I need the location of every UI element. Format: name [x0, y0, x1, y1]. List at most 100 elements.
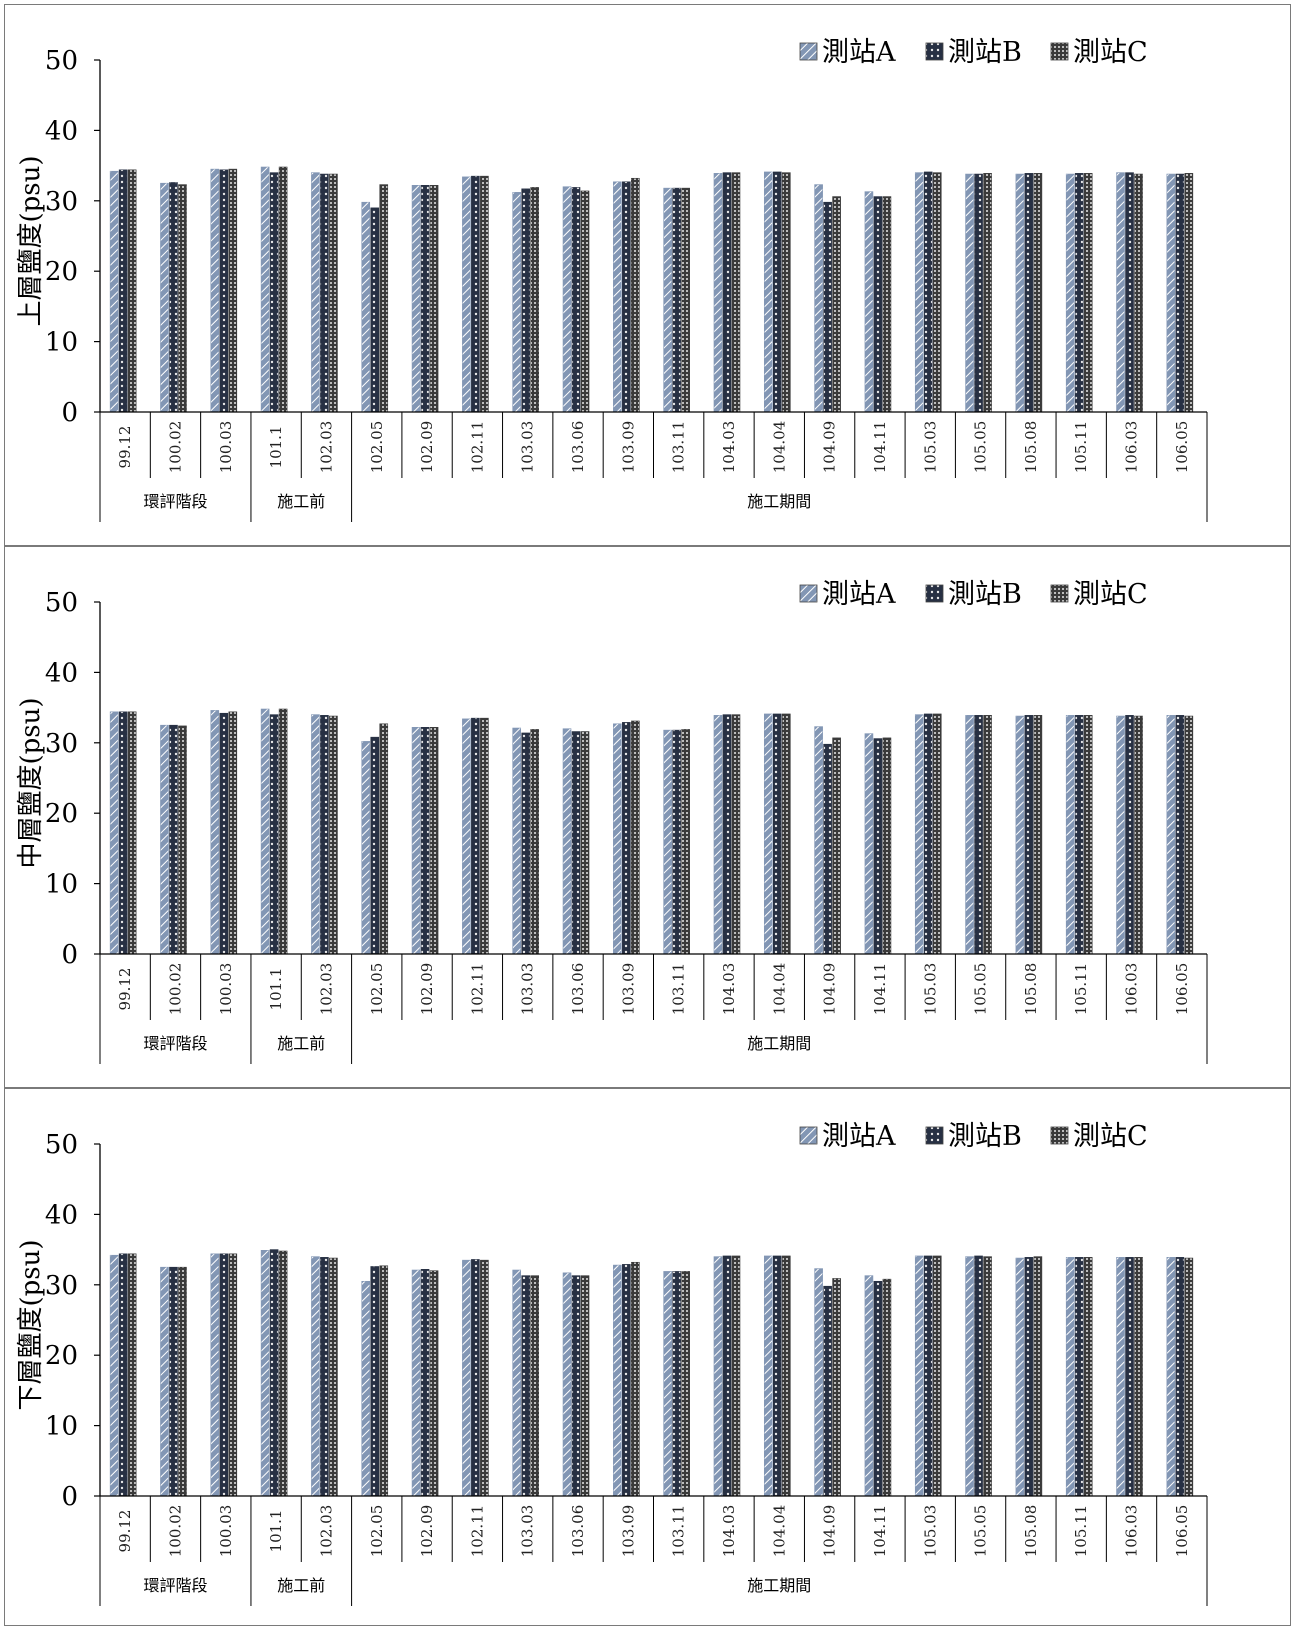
bar	[581, 732, 589, 954]
x-tick-label: 99.12	[116, 968, 134, 1011]
phase-label: 環評階段	[143, 492, 207, 511]
bar	[380, 724, 388, 954]
legend-swatch	[926, 1127, 943, 1144]
y-tick-label: 20	[45, 799, 78, 829]
bar	[865, 1276, 873, 1496]
bar	[128, 170, 136, 412]
bar	[1025, 173, 1033, 412]
x-tick-label: 101.1	[267, 968, 285, 1011]
x-tick-label: 102.03	[317, 963, 335, 1016]
legend-swatch	[926, 43, 943, 60]
bar	[572, 187, 580, 412]
legend-swatch	[1051, 43, 1068, 60]
legend-swatch	[800, 585, 817, 602]
bar	[513, 192, 521, 412]
bar	[1185, 173, 1193, 412]
legend-label: 測站C	[1073, 1121, 1148, 1152]
y-tick-label: 0	[61, 1482, 78, 1512]
bar	[119, 712, 127, 954]
bar	[160, 1267, 168, 1496]
bar	[513, 1270, 521, 1496]
bar	[563, 187, 571, 412]
bar	[471, 176, 479, 412]
bar	[430, 185, 438, 412]
x-tick-label: 102.11	[468, 1505, 486, 1558]
x-tick-label: 100.02	[166, 1505, 184, 1558]
bar	[865, 192, 873, 412]
bar	[933, 1256, 941, 1496]
phase-label: 施工前	[277, 492, 325, 511]
bar	[782, 714, 790, 954]
bar	[773, 1256, 781, 1496]
bar	[764, 714, 772, 954]
bar	[966, 1257, 974, 1496]
chart-bottom: 0 10 20 30 40 50 下層鹽度(psu) 99.12 100.02 100.03 101…	[5, 1089, 1290, 1625]
y-tick-label: 50	[45, 1130, 78, 1160]
bar	[732, 715, 740, 954]
bar	[371, 737, 379, 954]
bar	[1117, 716, 1125, 954]
bar	[1185, 1258, 1193, 1496]
bar	[1167, 174, 1175, 412]
y-tick-label: 0	[61, 398, 78, 428]
bar	[915, 1256, 923, 1496]
phase-label: 環評階段	[143, 1034, 207, 1053]
bar	[362, 1281, 370, 1496]
x-tick-label: 105.03	[921, 1505, 939, 1558]
y-tick-label: 20	[45, 1341, 78, 1371]
bar	[371, 208, 379, 412]
chart-middle: 0 10 20 30 40 50 中層鹽度(psu) 99.12 100.02 100.03 101…	[5, 547, 1290, 1087]
bar	[1135, 1257, 1143, 1496]
bar	[673, 188, 681, 412]
bar	[874, 739, 882, 954]
bar	[1176, 715, 1184, 954]
x-tick-label: 103.11	[670, 421, 688, 474]
phase-label: 施工期間	[747, 492, 811, 511]
bar	[320, 1257, 328, 1496]
bar	[261, 709, 269, 954]
bar	[480, 176, 488, 412]
bar	[531, 729, 539, 954]
bar	[261, 167, 269, 412]
bar	[412, 185, 420, 412]
x-tick-label: 101.1	[267, 426, 285, 469]
bar	[522, 189, 530, 412]
bar	[1075, 715, 1083, 954]
bar	[462, 1260, 470, 1496]
bar	[1016, 174, 1024, 412]
bar	[169, 1267, 177, 1496]
phase-label: 施工期間	[747, 1576, 811, 1595]
bar	[933, 714, 941, 954]
bar	[220, 1254, 228, 1496]
bar	[933, 173, 941, 412]
x-tick-label: 101.1	[267, 1510, 285, 1553]
x-tick-label: 103.09	[619, 421, 637, 474]
y-tick-label: 50	[45, 46, 78, 76]
x-tick-label: 103.11	[670, 1505, 688, 1558]
x-tick-label: 103.06	[569, 1505, 587, 1558]
legend-label: 測站B	[948, 579, 1022, 610]
bar	[1167, 1257, 1175, 1496]
chart-panel-top: 0 10 20 30 40 50 上層鹽度(psu) 99.12 100.02 100.03 101…	[4, 4, 1291, 546]
bar	[975, 1256, 983, 1496]
bar	[1084, 715, 1092, 954]
bar	[531, 187, 539, 412]
bar	[1016, 1258, 1024, 1496]
bar	[581, 191, 589, 412]
bar	[915, 173, 923, 412]
bar	[421, 727, 429, 954]
bar	[110, 712, 118, 954]
legend-swatch	[800, 43, 817, 60]
bar	[975, 715, 983, 954]
bar	[119, 1254, 127, 1496]
bar	[833, 738, 841, 954]
bar	[320, 174, 328, 412]
phase-label: 施工前	[277, 1034, 325, 1053]
chart-top: 0 10 20 30 40 50 上層鹽度(psu) 99.12 100.02 100.03 101…	[5, 5, 1290, 545]
bar	[1066, 174, 1074, 412]
legend-swatch	[1051, 585, 1068, 602]
y-tick-label: 40	[45, 1200, 78, 1230]
x-tick-label: 102.09	[418, 963, 436, 1016]
bar	[714, 715, 722, 954]
bar	[178, 185, 186, 412]
